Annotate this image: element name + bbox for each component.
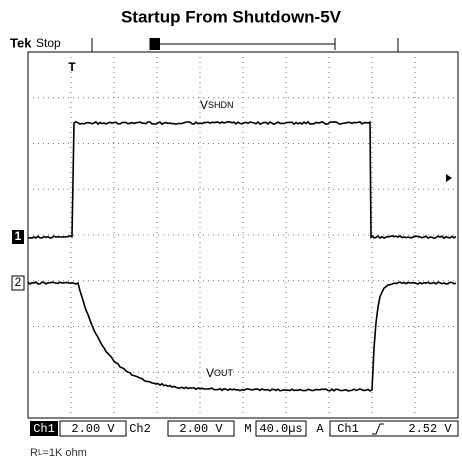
ch2-label: Ch2 bbox=[129, 422, 151, 436]
trig-source: Ch1 bbox=[337, 422, 359, 436]
ch1-label: Ch1 bbox=[33, 422, 55, 436]
vshdn-main: V bbox=[200, 98, 208, 112]
ch2-marker: 2 bbox=[15, 275, 22, 289]
ch1-marker: 1 bbox=[15, 229, 22, 243]
run-state: Stop bbox=[36, 36, 61, 50]
vout-main: V bbox=[206, 366, 214, 380]
vshdn-sub: SHDN bbox=[208, 100, 234, 110]
record-bar bbox=[92, 38, 398, 52]
trig-level: 2.52 V bbox=[408, 422, 452, 436]
status-bar: Ch1 2.00 V Ch2 2.00 V M 40.0µs A Ch1 2.5… bbox=[30, 421, 458, 436]
a-label: A bbox=[316, 422, 324, 436]
footer-rest: =1K ohm bbox=[42, 447, 86, 459]
m-label: M bbox=[244, 422, 251, 436]
trigger-level-arrow bbox=[446, 174, 452, 182]
footer-main: R bbox=[30, 447, 38, 459]
brand: Tek bbox=[10, 35, 32, 50]
vshdn-label: VSHDN bbox=[200, 98, 234, 112]
timebase: 40.0µs bbox=[259, 422, 302, 436]
ch1-scale: 2.00 V bbox=[71, 422, 115, 436]
vout-label: VOUT bbox=[206, 366, 234, 380]
title: Startup From Shutdown-5V bbox=[121, 7, 342, 26]
ch2-waveform bbox=[28, 282, 456, 391]
scope-screenshot: Startup From Shutdown-5V Tek Stop T VSHD… bbox=[0, 0, 462, 466]
trigger-marker: T bbox=[68, 60, 76, 74]
ch1-waveform bbox=[28, 122, 456, 238]
footer-note: RL=1K ohm bbox=[30, 447, 87, 459]
graticule bbox=[28, 52, 458, 418]
vout-sub: OUT bbox=[214, 368, 234, 378]
ch2-scale: 2.00 V bbox=[179, 422, 223, 436]
